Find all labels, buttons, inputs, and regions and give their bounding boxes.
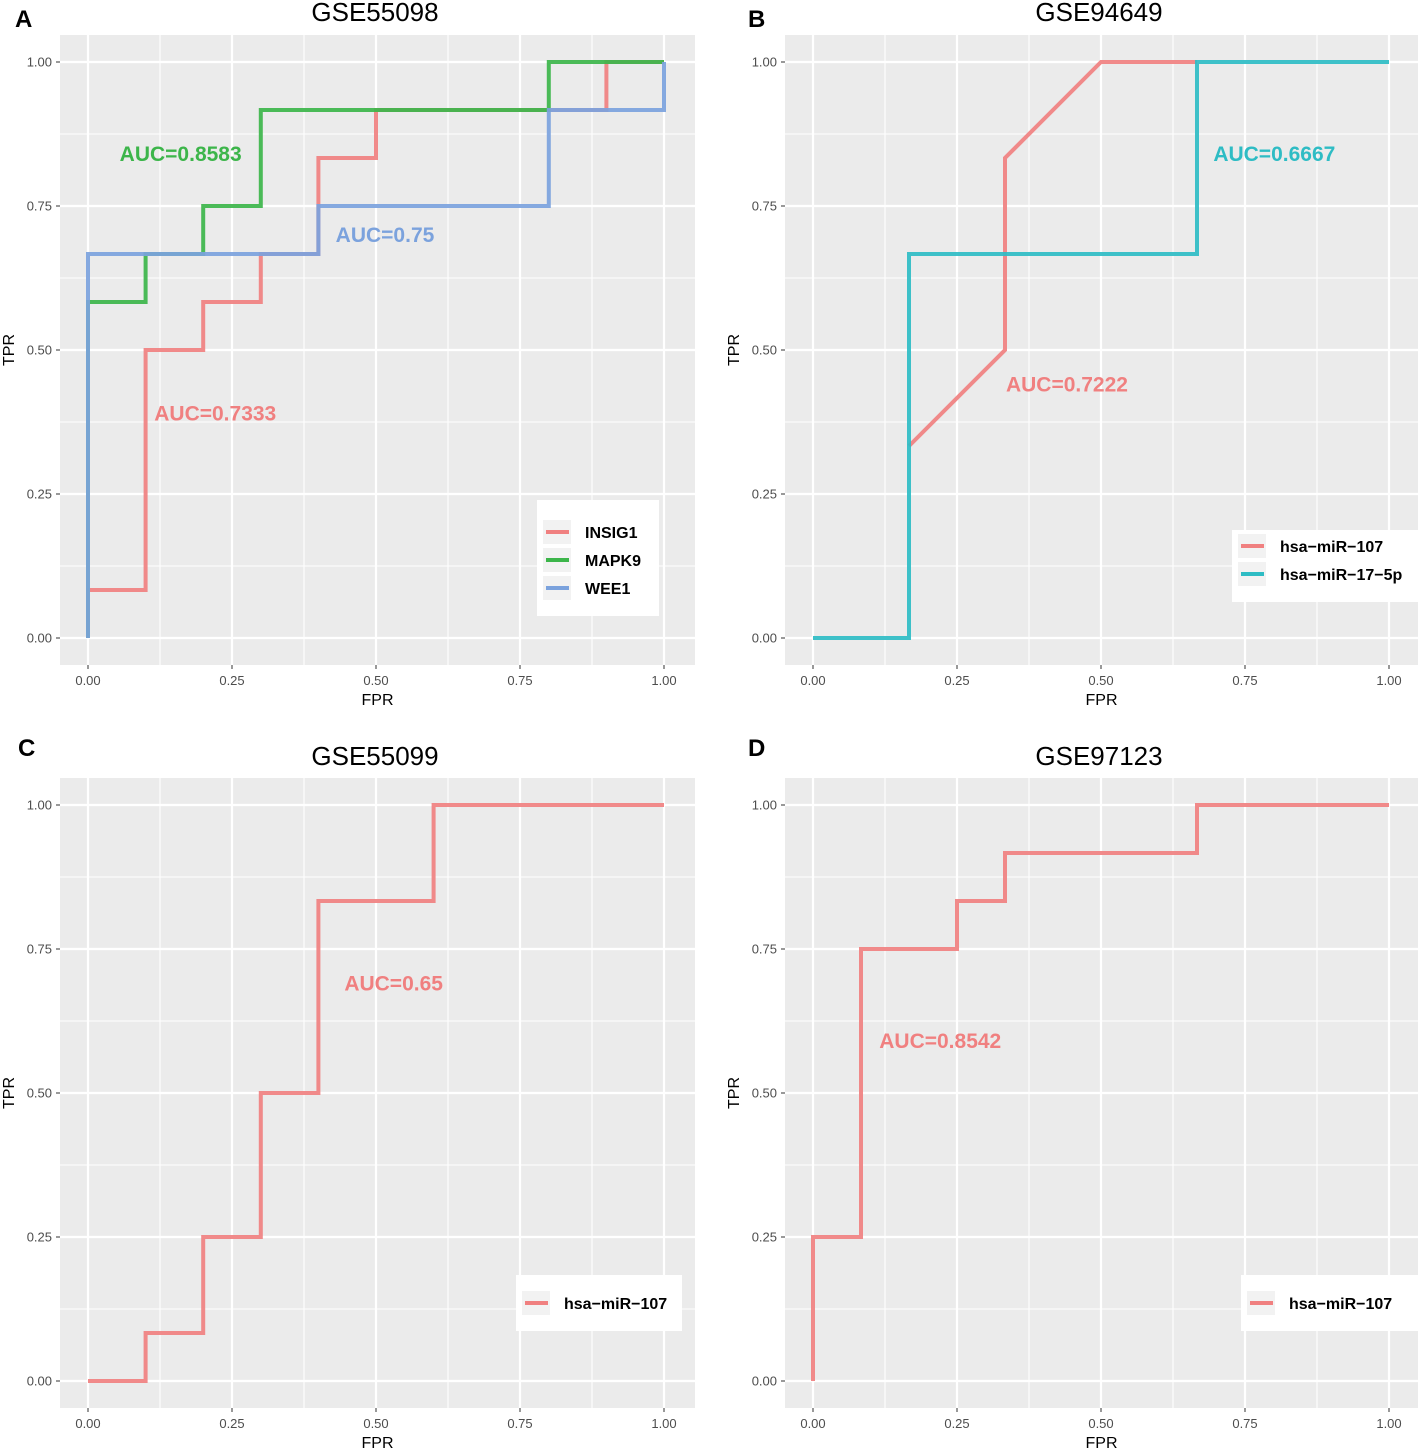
x-tick-label: 0.00 [800, 673, 825, 688]
y-tick-label: 0.50 [752, 1086, 777, 1101]
x-tick-label: 0.25 [219, 1416, 244, 1431]
y-tick-label: 0.00 [27, 631, 52, 646]
roc-curve-hsa-mir-107 [907, 60, 1197, 448]
chart-title: GSE94649 [1035, 0, 1162, 27]
roc-curve-wee1 [86, 62, 666, 638]
y-tick-label: 0.25 [752, 1230, 777, 1245]
panel-a: 0.00 0.25 0.50 0.75 1.00 0.00 0.25 0.50 0.75 1.00… [1, 0, 695, 709]
auc-annotation: AUC=0.6667 [1213, 143, 1335, 166]
x-tick-label: 0.75 [507, 673, 532, 688]
y-tick-label: 0.50 [27, 1086, 52, 1101]
y-tick-label: 1.00 [27, 798, 52, 813]
auc-annotation: AUC=0.65 [344, 973, 443, 996]
legend-label: hsa−miR−107 [564, 1296, 667, 1313]
legend-label: MAPK9 [585, 553, 641, 570]
legend-label: INSIG1 [585, 525, 638, 542]
x-tick-label: 0.00 [75, 673, 100, 688]
y-tick-label: 0.50 [752, 343, 777, 358]
auc-annotation: AUC=0.7333 [154, 402, 276, 425]
roc-curve-hsa-mir-17-5p [813, 60, 1389, 640]
series-group [813, 60, 1389, 640]
auc-annotation: AUC=0.8583 [120, 143, 242, 166]
series-group [86, 60, 666, 638]
y-tick-label: 0.75 [752, 942, 777, 957]
x-axis-label: FPR [1086, 692, 1118, 709]
panel-b: 0.00 0.25 0.50 0.75 1.00 0.00 0.25 0.50 0.75 1.00… [726, 0, 1418, 709]
y-axis-label: TPR [726, 334, 743, 366]
panel-c: 0.00 0.25 0.50 0.75 1.00 0.00 0.25 0.50 0.75 1.00… [1, 735, 695, 1449]
panel-letter: D [748, 735, 765, 762]
roc-curve-hsa-mir-107 [88, 803, 664, 1383]
roc-curve-hsa-mir-107 [811, 803, 1389, 1381]
y-axis-label: TPR [1, 1077, 18, 1109]
x-tick-label: 0.75 [1232, 673, 1257, 688]
y-tick-label: 0.00 [27, 1374, 52, 1389]
auc-annotation: AUC=0.7222 [1006, 374, 1128, 397]
x-tick-label: 1.00 [1376, 673, 1401, 688]
auc-annotation: AUC=0.75 [336, 224, 435, 247]
y-tick-label: 0.75 [27, 199, 52, 214]
legend-label: hsa−miR−107 [1289, 1296, 1392, 1313]
y-tick-label: 1.00 [27, 55, 52, 70]
y-tick-label: 1.00 [752, 55, 777, 70]
x-tick-label: 0.50 [1088, 1416, 1113, 1431]
roc-curve-mapk9 [86, 60, 664, 638]
chart-title: GSE55098 [311, 0, 438, 27]
x-tick-label: 0.25 [944, 673, 969, 688]
legend-label: hsa−miR−17−5p [1280, 567, 1403, 584]
y-tick-label: 0.25 [752, 487, 777, 502]
legend: hsa−miR−107 hsa−miR−17−5p [1232, 530, 1418, 602]
x-tick-label: 0.50 [363, 673, 388, 688]
panel-letter: B [748, 6, 765, 33]
y-axis-label: TPR [726, 1077, 743, 1109]
series-group [811, 803, 1389, 1381]
panel-letter: C [18, 735, 35, 762]
x-tick-label: 0.00 [800, 1416, 825, 1431]
y-tick-label: 0.00 [752, 1374, 777, 1389]
legend-label: WEE1 [585, 581, 630, 598]
y-tick-label: 0.75 [27, 942, 52, 957]
x-tick-label: 1.00 [651, 673, 676, 688]
legend: hsa−miR−107 [1241, 1275, 1418, 1331]
panel-letter: A [15, 6, 32, 33]
y-tick-label: 0.00 [752, 631, 777, 646]
legend: INSIG1 MAPK9 WEE1 [537, 500, 659, 616]
y-tick-label: 0.50 [27, 343, 52, 358]
chart-title: GSE97123 [1035, 741, 1162, 771]
panel-d: 0.00 0.25 0.50 0.75 1.00 0.00 0.25 0.50 0.75 1.00… [726, 735, 1418, 1449]
x-tick-label: 1.00 [1376, 1416, 1401, 1431]
x-axis-label: FPR [1086, 1435, 1118, 1449]
chart-title: GSE55099 [311, 741, 438, 771]
x-tick-label: 0.00 [75, 1416, 100, 1431]
x-tick-label: 0.50 [363, 1416, 388, 1431]
x-tick-label: 0.75 [507, 1416, 532, 1431]
x-tick-label: 1.00 [651, 1416, 676, 1431]
x-axis-label: FPR [362, 692, 394, 709]
y-axis-label: TPR [1, 334, 18, 366]
y-tick-label: 1.00 [752, 798, 777, 813]
series-group [88, 803, 664, 1383]
x-axis-label: FPR [362, 1435, 394, 1449]
y-tick-label: 0.25 [27, 487, 52, 502]
auc-annotation: AUC=0.8542 [879, 1030, 1001, 1053]
y-tick-label: 0.25 [27, 1230, 52, 1245]
x-tick-label: 0.75 [1232, 1416, 1257, 1431]
x-tick-label: 0.50 [1088, 673, 1113, 688]
legend: hsa−miR−107 [516, 1275, 682, 1331]
y-tick-label: 0.75 [752, 199, 777, 214]
x-tick-label: 0.25 [219, 673, 244, 688]
legend-label: hsa−miR−107 [1280, 539, 1383, 556]
x-tick-label: 0.25 [944, 1416, 969, 1431]
